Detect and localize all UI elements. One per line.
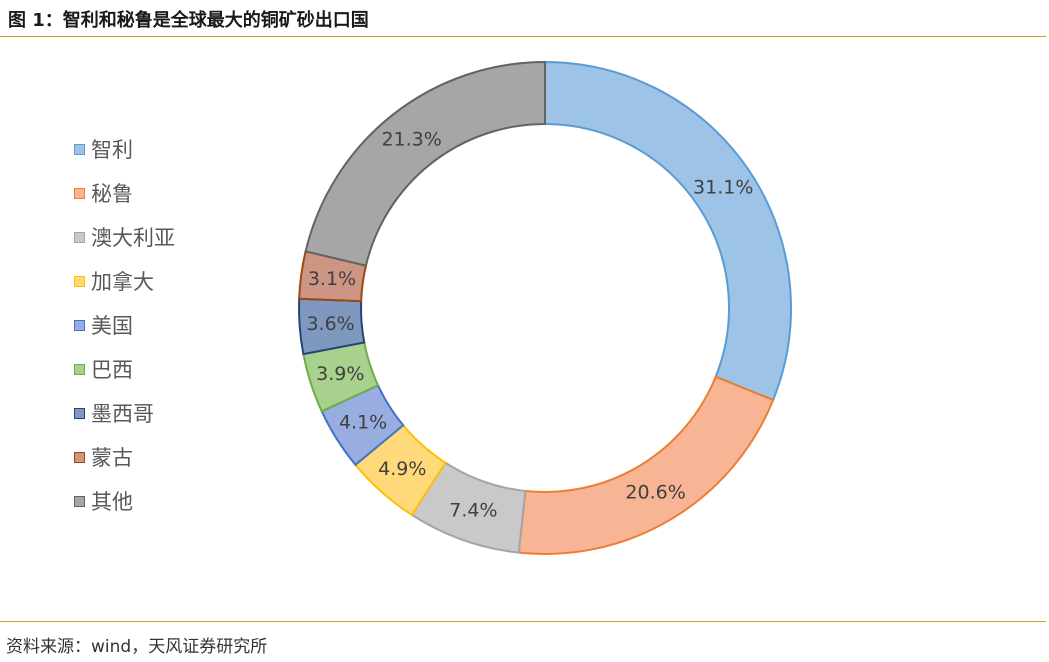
slice-data-label: 31.1% [693, 177, 753, 199]
legend-swatch [74, 363, 85, 375]
legend-swatch [74, 143, 85, 155]
slice-data-label: 4.1% [339, 412, 387, 434]
legend-item: 智利 [74, 134, 133, 164]
legend-item: 巴西 [74, 354, 133, 384]
legend-item: 蒙古 [74, 442, 133, 472]
legend-swatch [74, 407, 85, 419]
legend-label: 加拿大 [91, 270, 154, 294]
legend-item: 加拿大 [74, 266, 154, 296]
legend-label: 智利 [91, 138, 133, 162]
legend-label: 秘鲁 [91, 182, 133, 206]
legend-swatch [74, 451, 85, 463]
figure-title: 图 1：智利和秘鲁是全球最大的铜矿砂出口国 [8, 10, 369, 31]
legend-swatch [74, 231, 85, 243]
legend-item: 其他 [74, 486, 133, 516]
legend-label: 墨西哥 [91, 402, 154, 426]
legend-label: 巴西 [91, 358, 133, 382]
legend-swatch [74, 495, 85, 507]
donut-slice [517, 375, 775, 555]
legend-item: 美国 [74, 310, 133, 340]
bottom-rule [0, 621, 1046, 622]
slice-data-label: 3.9% [316, 363, 364, 385]
legend-swatch [74, 319, 85, 331]
legend-swatch [74, 275, 85, 287]
top-rule [0, 36, 1046, 37]
legend-label: 蒙古 [91, 446, 133, 470]
legend-item: 秘鲁 [74, 178, 133, 208]
legend-label: 澳大利亚 [91, 226, 175, 250]
slice-data-label: 7.4% [449, 500, 497, 522]
slice-data-label: 3.1% [308, 268, 356, 290]
slice-data-label: 21.3% [381, 128, 441, 150]
slice-data-label: 3.6% [306, 313, 354, 335]
legend-item: 澳大利亚 [74, 222, 175, 252]
donut-slice [304, 60, 546, 267]
donut-slice [544, 60, 792, 402]
legend-swatch [74, 187, 85, 199]
slice-data-label: 20.6% [625, 481, 685, 503]
slice-data-label: 4.9% [378, 458, 426, 480]
legend-label: 美国 [91, 314, 133, 338]
source-note: 资料来源：wind，天风证券研究所 [6, 637, 268, 657]
legend-label: 其他 [91, 490, 133, 514]
legend-item: 墨西哥 [74, 398, 154, 428]
